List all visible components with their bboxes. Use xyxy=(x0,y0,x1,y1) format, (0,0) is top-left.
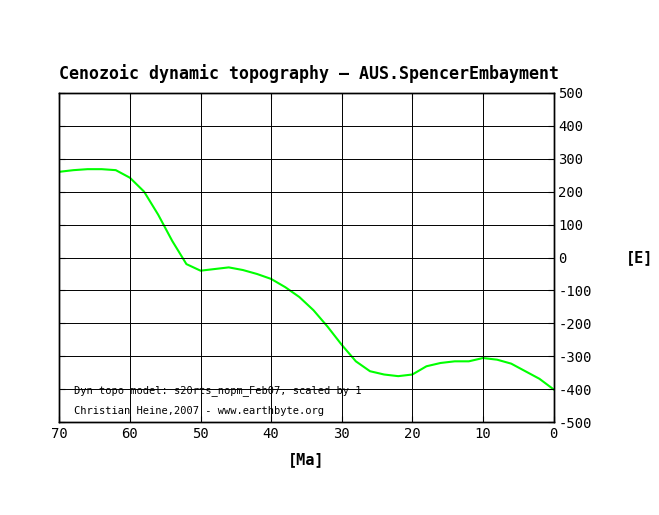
Text: Cenozoic dynamic topography – AUS.SpencerEmbayment: Cenozoic dynamic topography – AUS.Spence… xyxy=(59,64,559,83)
Text: Dyn topo model: s20rts_nopm_Feb07, scaled by 1: Dyn topo model: s20rts_nopm_Feb07, scale… xyxy=(74,385,362,396)
Text: [E]: [E] xyxy=(625,250,653,265)
X-axis label: [Ma]: [Ma] xyxy=(288,452,325,467)
Text: Christian Heine,2007 - www.earthbyte.org: Christian Heine,2007 - www.earthbyte.org xyxy=(74,406,324,416)
